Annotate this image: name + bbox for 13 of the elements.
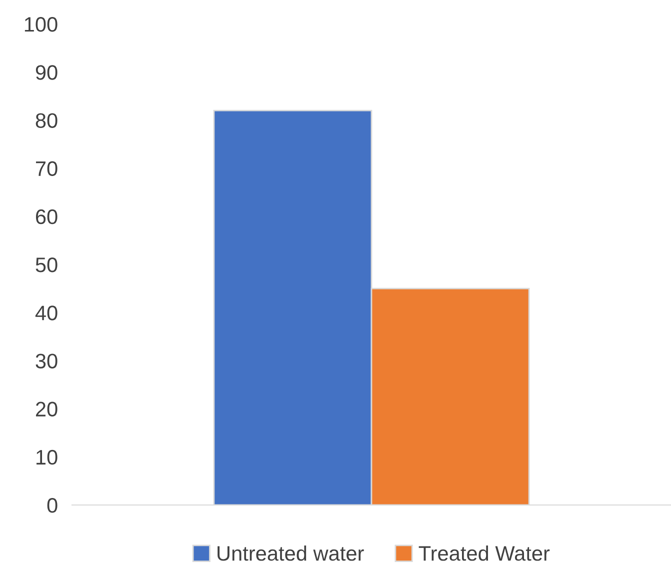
y-tick-label: 30 [36,354,58,368]
y-tick-label: 100 [24,17,58,32]
y-tick-label: 40 [35,306,58,320]
y-tick-label: 20 [36,402,58,417]
legend-label: Untreated water [218,546,364,561]
y-tick-label: 70 [36,161,58,176]
y-tick-label: 0 [47,498,58,513]
y-tick-label: 80 [36,113,58,128]
legend-label: Treated Water [418,546,550,561]
y-tick-label: 10 [36,450,58,465]
y-tick-label: 60 [36,209,58,224]
y-tick-label: 90 [36,65,58,80]
y-tick-label: 50 [36,258,58,272]
